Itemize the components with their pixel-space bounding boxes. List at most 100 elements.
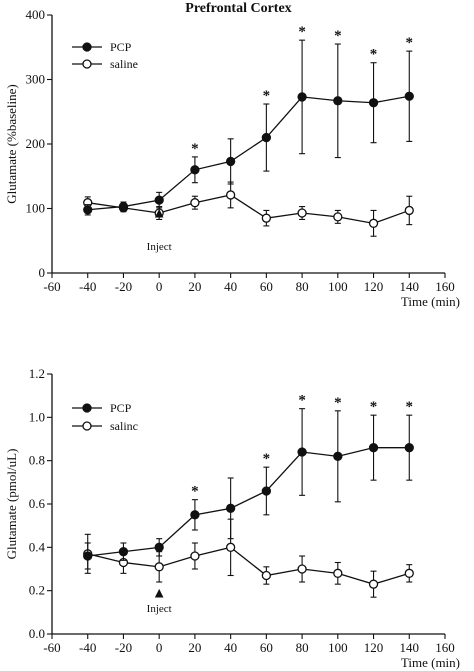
data-point (118, 201, 129, 212)
y-tick-label: 300 (26, 72, 46, 87)
data-point (297, 208, 307, 218)
significance-marker: * (406, 35, 414, 51)
x-tick-label: 160 (435, 279, 455, 294)
x-tick-label: 140 (400, 640, 420, 655)
data-point (225, 503, 236, 513)
y-tick-label: 0.6 (29, 496, 46, 511)
legend-label: PCP (110, 401, 132, 415)
data-point (190, 165, 200, 175)
x-tick-label: 160 (435, 640, 455, 655)
x-axis-label: Time (min) (401, 655, 460, 670)
x-tick-label: 60 (260, 640, 273, 655)
data-point (154, 562, 164, 572)
legend-marker (82, 403, 92, 413)
y-tick-label: 0.2 (29, 583, 45, 598)
legend-marker (82, 59, 92, 69)
x-tick-label: 100 (328, 640, 348, 655)
legend: PCP saline (72, 40, 138, 71)
x-tick-label: 0 (156, 279, 163, 294)
y-tick-label: 0.8 (29, 453, 45, 468)
chart-2: 0.0 0.2 0.4 0.6 0.8 1.0 1.2 -60 -40 -20 0 20 40 60 80 1… (4, 366, 460, 670)
data-point (404, 205, 414, 216)
chart-title: Prefrontal Cortex (185, 1, 291, 16)
x-tick-label: -20 (115, 640, 132, 655)
y-tick-label: 0.0 (29, 626, 45, 641)
x-tick-label: 120 (364, 640, 384, 655)
legend: PCP salinc (72, 401, 138, 433)
legend-label: saline (110, 57, 138, 71)
y-tick-label: 200 (26, 136, 46, 151)
y-tick-label: 0.4 (29, 539, 46, 554)
data-point (190, 551, 200, 561)
significance-marker: * (370, 47, 378, 63)
y-tick-label: 400 (26, 7, 46, 22)
data-point (404, 91, 414, 101)
x-tick-label: 140 (400, 279, 420, 294)
data-point (368, 218, 379, 228)
x-tick-label: 120 (364, 279, 384, 294)
y-axis-label: Glutamate (pmol/uL) (4, 449, 19, 560)
data-point (261, 213, 272, 223)
x-axis-label: Time (min) (401, 294, 460, 309)
significance-marker: * (191, 484, 199, 500)
x-tick-label: 0 (156, 640, 163, 655)
legend-marker (82, 421, 92, 431)
data-point (297, 447, 307, 457)
chart-1: Prefrontal Cortex 0 100 200 300 400 -60 -40 -20 0… (4, 1, 460, 309)
x-tick-label: -40 (79, 640, 96, 655)
data-point (297, 92, 307, 102)
legend-marker (82, 42, 92, 52)
series-line (87, 447, 410, 557)
data-point (333, 212, 343, 222)
inject-label: Inject (147, 603, 172, 615)
y-axis-label: Glutamate (%baseline) (4, 84, 19, 203)
series-line (87, 95, 410, 211)
x-tick-label: 20 (188, 640, 201, 655)
data-point (225, 156, 236, 167)
data-point (261, 570, 272, 581)
data-point (368, 579, 379, 589)
data-point (225, 190, 236, 200)
x-tick-label: -20 (115, 279, 132, 294)
legend-label: PCP (110, 40, 132, 54)
data-point (333, 568, 343, 578)
series-pcp (83, 39, 414, 216)
x-tick-label: -60 (43, 279, 60, 294)
data-point (261, 132, 272, 143)
y-tick-label: 0 (39, 265, 46, 280)
x-tick-label: 40 (224, 279, 237, 294)
x-tick-label: -40 (79, 279, 96, 294)
series-saline (83, 518, 414, 598)
data-point (368, 98, 379, 108)
data-point (83, 205, 93, 215)
data-point (118, 547, 129, 557)
series-line (87, 194, 410, 225)
y-tick-label: 100 (26, 201, 46, 216)
data-point (297, 564, 307, 574)
data-point (83, 551, 93, 561)
significance-marker: * (298, 393, 306, 409)
inject-arrow-icon (154, 208, 164, 218)
data-point (190, 510, 200, 520)
significance-marker: * (334, 395, 342, 411)
y-tick-label: 1.2 (29, 366, 45, 381)
x-tick-label: 40 (224, 640, 237, 655)
inject-arrow-icon (154, 588, 164, 598)
legend-label: salinc (110, 419, 138, 433)
significance-marker: * (191, 141, 199, 157)
data-point (333, 96, 343, 106)
inject-label: Inject (147, 241, 172, 253)
data-point (404, 568, 414, 578)
x-tick-label: 60 (260, 279, 273, 294)
data-point (154, 195, 164, 205)
series-pcp (83, 408, 414, 570)
x-tick-label: 100 (328, 279, 348, 294)
data-point (154, 542, 164, 552)
significance-marker: * (263, 88, 271, 104)
data-point (368, 443, 379, 453)
significance-marker: * (298, 24, 306, 40)
x-tick-label: -60 (43, 640, 60, 655)
series-saline (83, 181, 414, 237)
x-tick-label: 20 (188, 279, 201, 294)
